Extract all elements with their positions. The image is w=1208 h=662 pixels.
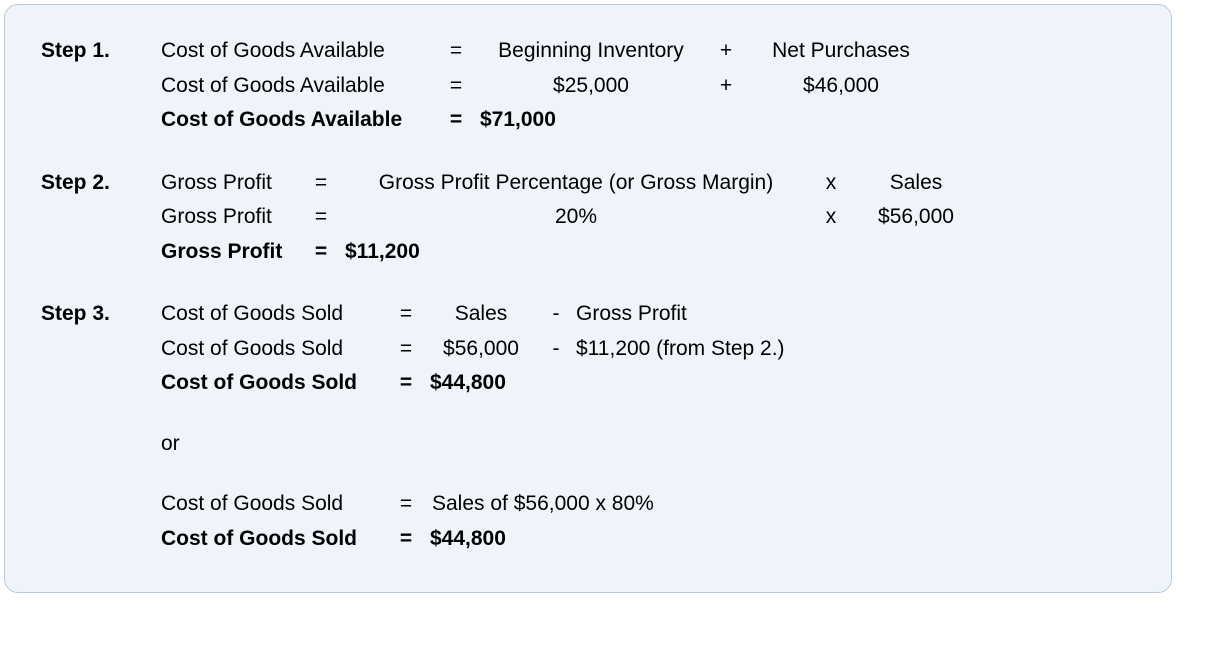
step3-block: Step 3. Cost of Goods Sold = Sales - Gro…: [41, 298, 1135, 557]
step3-row1-term1: Sales: [426, 298, 536, 331]
step1-content: Cost of Goods Available = Beginning Inve…: [161, 35, 1135, 139]
step1-label: Step 1.: [41, 35, 161, 139]
step3-row2: Cost of Goods Sold = $56,000 - $11,200 (…: [161, 333, 1135, 366]
step3-label: Step 3.: [41, 298, 161, 557]
step1-row1-term2: Net Purchases: [746, 35, 936, 68]
step3-row1-eq: =: [386, 298, 426, 331]
step1-row2-lhs: Cost of Goods Available: [161, 70, 436, 103]
step3-result: $44,800: [426, 367, 506, 400]
step2-row1-op: x: [811, 167, 851, 200]
step2-row1-eq: =: [301, 167, 341, 200]
step3-alt2: Cost of Goods Sold = $44,800: [161, 523, 1135, 556]
step3-or: or: [161, 428, 1135, 461]
step3-content: Cost of Goods Sold = Sales - Gross Profi…: [161, 298, 1135, 557]
step3-row3: Cost of Goods Sold = $44,800: [161, 367, 1135, 400]
step2-result: $11,200: [341, 236, 420, 269]
step2-row3: Gross Profit = $11,200: [161, 236, 1135, 269]
step3-row2-term1: $56,000: [426, 333, 536, 366]
step2-row2-eq: =: [301, 201, 341, 234]
step3-alt1-rhs: Sales of $56,000 x 80%: [426, 488, 654, 521]
step3-alt2-result: $44,800: [426, 523, 506, 556]
step1-result: $71,000: [476, 104, 556, 137]
step1-row1-lhs: Cost of Goods Available: [161, 35, 436, 68]
step1-row2-term2: $46,000: [746, 70, 936, 103]
step1-row3-lhs: Cost of Goods Available: [161, 104, 436, 137]
step2-content: Gross Profit = Gross Profit Percentage (…: [161, 167, 1135, 271]
step3-row1-op: -: [536, 298, 576, 331]
step3-row2-op: -: [536, 333, 576, 366]
step2-row2-term2: $56,000: [851, 201, 981, 234]
step3-row3-lhs: Cost of Goods Sold: [161, 367, 386, 400]
step1-row2-term1: $25,000: [476, 70, 706, 103]
step2-row1: Gross Profit = Gross Profit Percentage (…: [161, 167, 1135, 200]
step2-row2: Gross Profit = 20% x $56,000: [161, 201, 1135, 234]
step1-row1-term1: Beginning Inventory: [476, 35, 706, 68]
step3-row2-eq: =: [386, 333, 426, 366]
step2-row2-lhs: Gross Profit: [161, 201, 301, 234]
step1-row1-op: +: [706, 35, 746, 68]
step3-row1-term2: Gross Profit: [576, 298, 687, 331]
step1-row3: Cost of Goods Available = $71,000: [161, 104, 1135, 137]
step2-row3-lhs: Gross Profit: [161, 236, 301, 269]
step1-row3-eq: =: [436, 104, 476, 137]
step3-alt1-lhs: Cost of Goods Sold: [161, 488, 386, 521]
step3-row2-term2: $11,200 (from Step 2.): [576, 333, 785, 366]
step3-row1: Cost of Goods Sold = Sales - Gross Profi…: [161, 298, 1135, 331]
step3-alt2-lhs: Cost of Goods Sold: [161, 523, 386, 556]
step2-label: Step 2.: [41, 167, 161, 271]
calculation-panel: Step 1. Cost of Goods Available = Beginn…: [4, 4, 1172, 593]
step1-row1-eq: =: [436, 35, 476, 68]
step3-alt1-eq: =: [386, 488, 426, 521]
step1-row2-op: +: [706, 70, 746, 103]
step2-row1-term2: Sales: [851, 167, 981, 200]
step2-row1-lhs: Gross Profit: [161, 167, 301, 200]
step3-row2-lhs: Cost of Goods Sold: [161, 333, 386, 366]
step3-alt1: Cost of Goods Sold = Sales of $56,000 x …: [161, 488, 1135, 521]
step2-row3-eq: =: [301, 236, 341, 269]
step3-alt2-eq: =: [386, 523, 426, 556]
step3-row3-eq: =: [386, 367, 426, 400]
step1-block: Step 1. Cost of Goods Available = Beginn…: [41, 35, 1135, 139]
step2-row1-term1: Gross Profit Percentage (or Gross Margin…: [341, 167, 811, 200]
step1-row2-eq: =: [436, 70, 476, 103]
step3-row1-lhs: Cost of Goods Sold: [161, 298, 386, 331]
step2-block: Step 2. Gross Profit = Gross Profit Perc…: [41, 167, 1135, 271]
step1-row2: Cost of Goods Available = $25,000 + $46,…: [161, 70, 1135, 103]
step2-row2-op: x: [811, 201, 851, 234]
step2-row2-term1: 20%: [341, 201, 811, 234]
step1-row1: Cost of Goods Available = Beginning Inve…: [161, 35, 1135, 68]
